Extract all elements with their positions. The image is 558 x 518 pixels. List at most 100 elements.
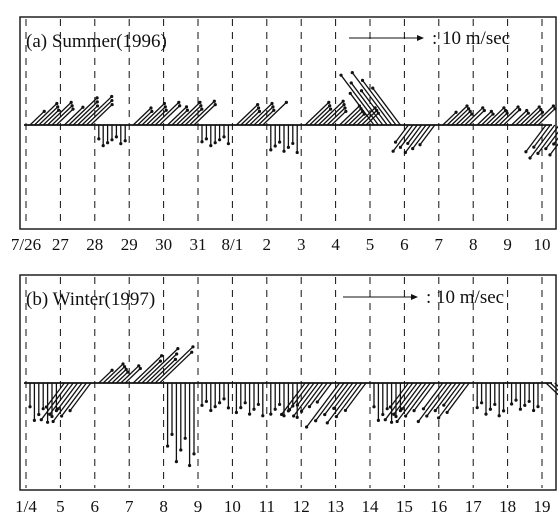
wind-vector [38, 106, 59, 126]
wind-vector-tip [325, 421, 329, 425]
wind-vector-tip [291, 141, 295, 146]
wind-vector-tip [295, 150, 299, 155]
wind-vector [455, 110, 471, 126]
wind-vector [315, 382, 345, 422]
wind-vector-tip [160, 354, 164, 358]
x-tick-label: 4 [331, 235, 340, 254]
wind-vector-tip [163, 105, 167, 109]
wind-vector-tip [518, 107, 522, 112]
wind-vector [372, 87, 401, 126]
wind-vector-tip [525, 108, 529, 113]
x-tick-label: 8 [469, 235, 478, 254]
wind-vector-tip [95, 96, 99, 100]
wind-vector [301, 382, 324, 412]
wind-vector-tip [48, 412, 52, 416]
wind-vector [154, 101, 180, 126]
panel-b-frame [19, 274, 557, 491]
x-tick-label: 8 [159, 497, 168, 516]
wind-vector-tip [385, 407, 389, 411]
wind-vector-tip [392, 412, 396, 416]
wind-vector [98, 369, 113, 384]
wind-vector-tip [404, 414, 408, 418]
wind-vector-tip [315, 400, 319, 404]
wind-vector [29, 110, 45, 126]
x-tick-label: 13 [327, 497, 344, 516]
wind-vector [249, 103, 273, 126]
wind-vector-group [442, 104, 486, 126]
wind-vector [69, 382, 92, 412]
wind-vector-group [269, 125, 299, 155]
wind-vector [443, 382, 461, 406]
wind-vector-tip [344, 109, 348, 113]
wind-vector-tip [468, 109, 472, 113]
wind-vector-group [372, 383, 402, 424]
wind-vector [528, 111, 543, 126]
panel-a-scale: : 10 m/sec [349, 28, 510, 49]
wind-vector [331, 110, 347, 126]
panel-a-vectors [29, 70, 558, 160]
wind-vector [442, 111, 457, 126]
wind-vector [351, 72, 393, 126]
wind-vector-tip [248, 412, 252, 416]
x-tick-label: 10 [224, 497, 241, 516]
wind-vector-tip [126, 370, 130, 374]
wind-vector-tip [553, 107, 557, 111]
panel-b-scale-arrowhead [411, 294, 418, 300]
wind-vector [33, 103, 58, 126]
wind-vector [451, 108, 470, 126]
wind-vector-group [475, 383, 506, 418]
wind-vector-tip [218, 401, 222, 405]
wind-vector-tip [269, 148, 273, 152]
wind-vector [293, 382, 319, 417]
wind-vector [68, 97, 98, 126]
wind-vector-group [476, 105, 522, 126]
wind-vector [396, 382, 427, 422]
x-tick-label: 27 [52, 235, 70, 254]
wind-vector-tip [470, 112, 474, 116]
wind-vector-tip [540, 110, 545, 114]
wind-vector [326, 382, 358, 424]
wind-vector-tip [532, 408, 536, 413]
wind-vector-tip [272, 108, 276, 112]
panel-a-frame [19, 16, 557, 230]
wind-vector-tip [421, 407, 426, 411]
wind-vector [150, 358, 176, 384]
wind-vector-tip [518, 407, 523, 411]
wind-vector [159, 105, 181, 126]
wind-vector-tip [287, 408, 292, 412]
wind-vector-tip [497, 414, 501, 418]
wind-vector [395, 124, 409, 143]
wind-vector [51, 105, 73, 126]
wind-vector [393, 382, 418, 415]
wind-vector-tip [71, 107, 75, 111]
wind-vector-tip [328, 107, 333, 111]
wind-vector-tip [271, 105, 275, 109]
wind-vector [81, 96, 113, 126]
wind-vector [494, 112, 508, 126]
wind-vector-tip [503, 108, 508, 113]
wind-vector [553, 137, 558, 145]
wind-vector-tip [101, 144, 105, 148]
x-tick-label: 1/4 [15, 497, 37, 516]
wind-vector [545, 131, 558, 150]
wind-vector-tip [56, 105, 60, 109]
wind-vector-tip [204, 137, 208, 141]
wind-vector-tip [198, 100, 202, 104]
wind-vector-tip [179, 448, 183, 452]
wind-vector [141, 103, 165, 126]
wind-vector-tip [150, 109, 154, 113]
wind-vector-tip [482, 108, 486, 113]
wind-vector [404, 124, 427, 153]
wind-vector-tip [270, 101, 274, 106]
wind-vector [257, 109, 275, 126]
wind-vector-tip [510, 402, 514, 406]
panel-a-scale-label: : 10 m/sec [432, 28, 510, 49]
wind-vector [167, 106, 187, 126]
wind-vector-group [304, 382, 367, 429]
wind-vector [40, 382, 70, 421]
wind-vector-tip [190, 350, 194, 354]
wind-vector-tip [110, 98, 114, 103]
wind-vector [401, 382, 423, 410]
wind-vector [426, 382, 453, 417]
wind-vector [308, 382, 328, 408]
